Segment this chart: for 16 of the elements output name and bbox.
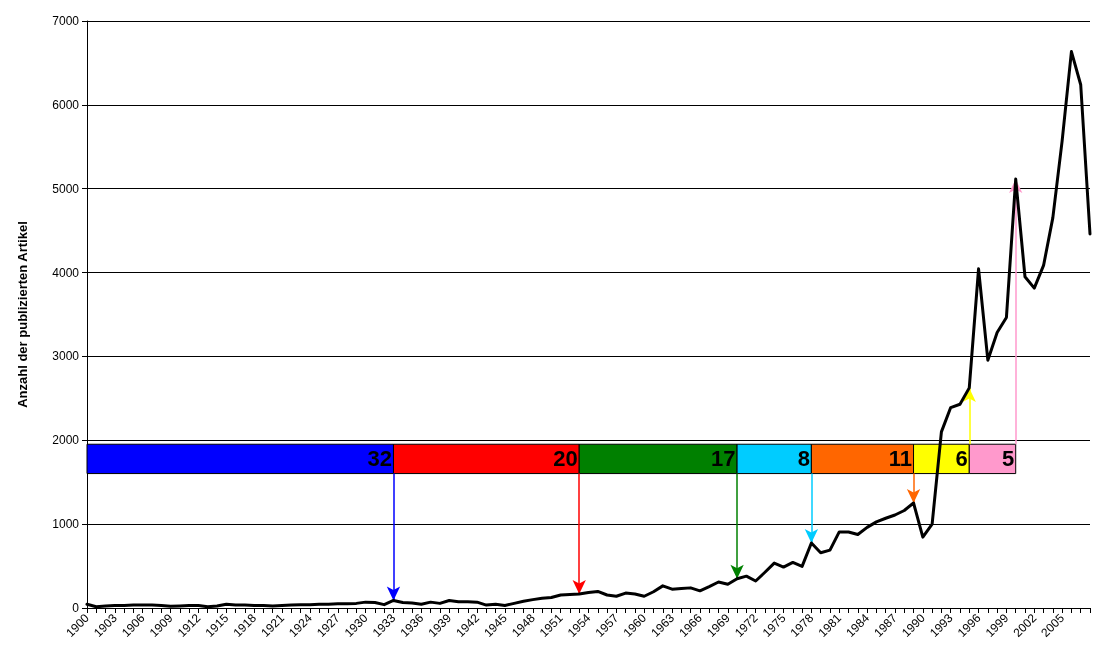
y-axis-title: Anzahl der publizierten Artikel <box>15 221 30 408</box>
band-label: 32 <box>367 446 392 472</box>
y-tick-label: 2000 <box>52 433 80 448</box>
y-tick-label: 1000 <box>52 517 80 532</box>
y-tick-label: 6000 <box>52 97 80 112</box>
band-label: 17 <box>711 446 736 472</box>
y-tick-label: 5000 <box>52 181 80 196</box>
band-label: 5 <box>1001 446 1015 472</box>
band-label: 8 <box>797 446 810 472</box>
band-label: 6 <box>955 446 968 472</box>
y-tick-label: 3000 <box>52 349 80 364</box>
band-label: 20 <box>553 446 578 472</box>
y-tick-label: 7000 <box>52 14 80 28</box>
band-label: 11 <box>888 446 913 472</box>
y-tick-label: 0 <box>72 601 80 615</box>
y-tick-label: 4000 <box>52 265 80 280</box>
